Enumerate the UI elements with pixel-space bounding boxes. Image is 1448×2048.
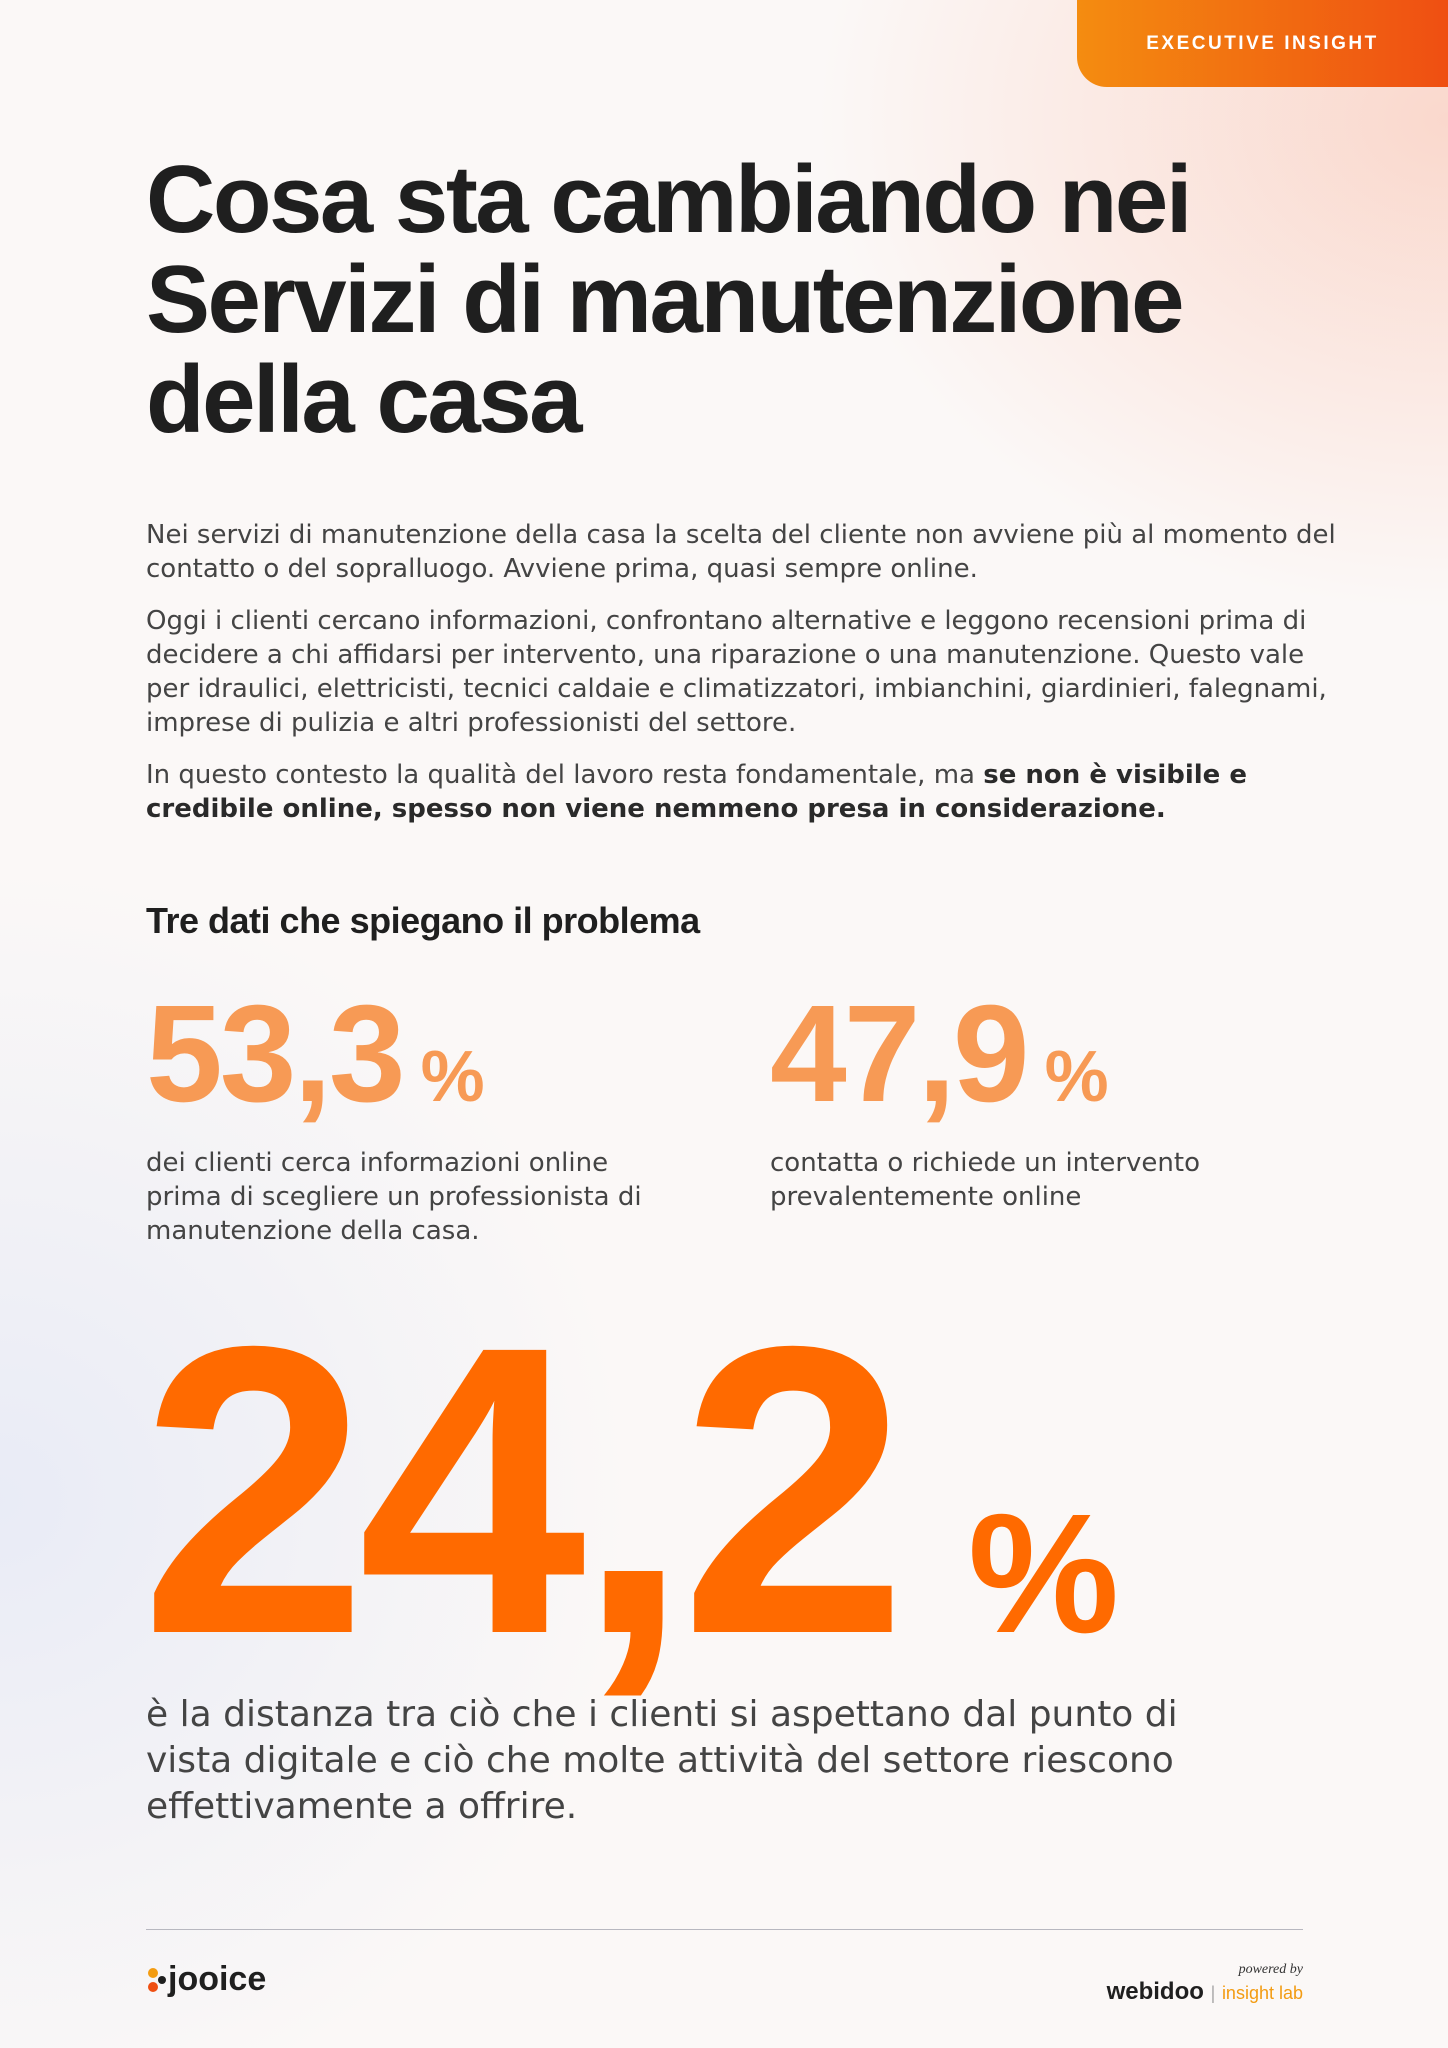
bold-text: se non è visibile e credibile online, sp… (146, 760, 1248, 824)
title-line: Cosa sta cambiando nei (146, 146, 1192, 253)
stat-description: contatta o richiede un intervento preval… (770, 1148, 1201, 1212)
powered-by: powered by webidoo | insight lab (1107, 1962, 1303, 2006)
paragraph: Oggi i clienti cercano informazioni, con… (146, 604, 1336, 740)
logo-text: jooice (168, 1960, 267, 1998)
text: In questo contesto la qualità del lavoro… (146, 760, 984, 790)
big-stat: 24,2% (140, 1270, 1119, 1710)
logo-icon (148, 1967, 166, 1992)
text: Nei servizi di manutenzione della casa l… (146, 520, 1336, 584)
logo: jooice (146, 1960, 266, 1999)
title: Cosa sta cambiando nei Servizi di manute… (146, 150, 1366, 450)
stat-unit: % (1044, 1037, 1109, 1117)
divider (146, 1929, 1303, 1930)
stat-value: 47,9 (770, 977, 1030, 1131)
logo-text: webidoo (1106, 1978, 1204, 2005)
badge: EXECUTIVE INSIGHT (1077, 0, 1448, 87)
stat: 53,3% dei clienti cerca informazioni onl… (146, 975, 706, 1248)
logo: webidoo | insight lab (1106, 1978, 1303, 2005)
big-stat-description: è la distanza tra ciò che i clienti si a… (146, 1694, 1178, 1827)
text: Oggi i clienti cercano informazioni, con… (146, 606, 1327, 738)
logo-sub: insight lab (1221, 1983, 1303, 2003)
paragraph: In questo contesto la qualità del lavoro… (146, 758, 1336, 826)
title-line: Servizi di manutenzione (146, 246, 1185, 353)
stat-description: dei clienti cerca informazioni online pr… (146, 1148, 642, 1246)
stat-unit: % (420, 1037, 485, 1117)
stat-value: 53,3 (146, 977, 406, 1131)
paragraph: Nei servizi di manutenzione della casa l… (146, 518, 1336, 586)
powered-label: powered by (1238, 1962, 1303, 1977)
intro: Nei servizi di manutenzione della casa l… (146, 518, 1336, 844)
section-title: Tre dati che spiegano il problema (146, 900, 700, 941)
big-stat-unit: % (967, 1479, 1120, 1669)
stat: 47,9% contatta o richiede un intervento … (770, 975, 1330, 1214)
title-line: della casa (146, 346, 583, 453)
big-stat-value: 24,2 (140, 1261, 908, 1719)
